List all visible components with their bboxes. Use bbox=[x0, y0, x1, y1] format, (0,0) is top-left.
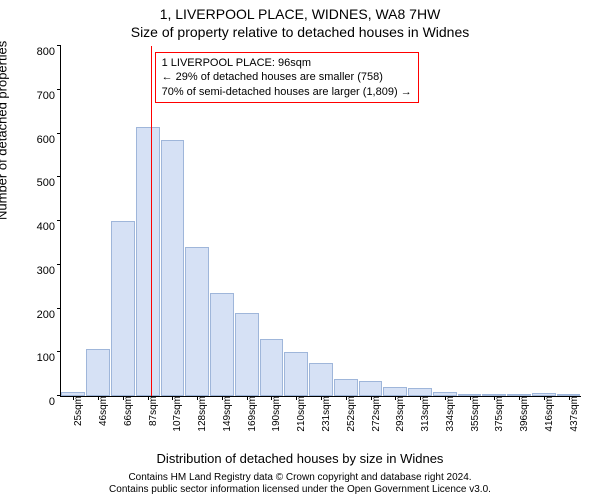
y-tick-label: 200 bbox=[37, 309, 61, 321]
x-tick-label: 313sqm bbox=[416, 396, 431, 432]
histogram-bar bbox=[284, 352, 308, 396]
x-tick-label: 107sqm bbox=[168, 396, 183, 432]
histogram-bar bbox=[161, 140, 185, 396]
x-tick-label: 210sqm bbox=[292, 396, 307, 432]
histogram-bar bbox=[86, 349, 110, 396]
y-tick-label: 100 bbox=[37, 352, 61, 364]
y-tick-label: 600 bbox=[37, 134, 61, 146]
y-tick-label: 500 bbox=[37, 177, 61, 189]
y-tick-label: 300 bbox=[37, 265, 61, 277]
footer-line-1: Contains HM Land Registry data © Crown c… bbox=[0, 472, 600, 484]
x-tick-label: 231sqm bbox=[317, 396, 332, 432]
x-tick-label: 46sqm bbox=[94, 396, 109, 426]
y-tick-label: 400 bbox=[37, 221, 61, 233]
annotation-line: 1 LIVERPOOL PLACE: 96sqm bbox=[162, 56, 412, 70]
x-tick-label: 437sqm bbox=[565, 396, 580, 432]
x-tick-label: 128sqm bbox=[193, 396, 208, 432]
reference-line bbox=[151, 46, 152, 396]
x-tick-label: 149sqm bbox=[218, 396, 233, 432]
x-tick-label: 66sqm bbox=[119, 396, 134, 426]
chart-subtitle: Size of property relative to detached ho… bbox=[0, 24, 600, 40]
annotation-line: ← 29% of detached houses are smaller (75… bbox=[162, 70, 412, 84]
footer-line-2: Contains public sector information licen… bbox=[0, 484, 600, 496]
plot-area: 010020030040050060070080025sqm46sqm66sqm… bbox=[60, 46, 580, 396]
histogram-bar bbox=[383, 387, 407, 396]
histogram-bar bbox=[185, 247, 209, 396]
x-tick-label: 87sqm bbox=[144, 396, 159, 426]
annotation-box: 1 LIVERPOOL PLACE: 96sqm← 29% of detache… bbox=[155, 52, 419, 103]
y-tick-label: 700 bbox=[37, 90, 61, 102]
histogram-bar bbox=[235, 313, 259, 396]
chart-title: 1, LIVERPOOL PLACE, WIDNES, WA8 7HW bbox=[0, 6, 600, 22]
x-tick-label: 190sqm bbox=[267, 396, 282, 432]
histogram-bar bbox=[408, 388, 432, 396]
x-tick-label: 334sqm bbox=[441, 396, 456, 432]
histogram-bar bbox=[309, 363, 333, 396]
histogram-bar bbox=[136, 127, 160, 396]
chart-container: 1, LIVERPOOL PLACE, WIDNES, WA8 7HW Size… bbox=[0, 0, 600, 500]
histogram-bar bbox=[210, 293, 234, 396]
x-tick-label: 396sqm bbox=[515, 396, 530, 432]
histogram-bar bbox=[334, 379, 358, 397]
histogram-bar bbox=[359, 381, 383, 396]
x-tick-label: 252sqm bbox=[342, 396, 357, 432]
x-tick-label: 416sqm bbox=[540, 396, 555, 432]
histogram-bar bbox=[111, 221, 135, 396]
y-tick-label: 800 bbox=[37, 46, 61, 58]
x-tick-label: 355sqm bbox=[466, 396, 481, 432]
x-axis-label: Distribution of detached houses by size … bbox=[0, 451, 600, 466]
y-tick-label: 0 bbox=[49, 396, 61, 408]
x-tick-label: 169sqm bbox=[243, 396, 258, 432]
x-tick-label: 375sqm bbox=[490, 396, 505, 432]
histogram-bar bbox=[260, 339, 284, 396]
x-tick-label: 25sqm bbox=[69, 396, 84, 426]
x-tick-label: 293sqm bbox=[391, 396, 406, 432]
x-tick-label: 272sqm bbox=[367, 396, 382, 432]
annotation-line: 70% of semi-detached houses are larger (… bbox=[162, 85, 412, 99]
footer: Contains HM Land Registry data © Crown c… bbox=[0, 472, 600, 496]
y-axis-label: Number of detached properties bbox=[0, 41, 10, 220]
